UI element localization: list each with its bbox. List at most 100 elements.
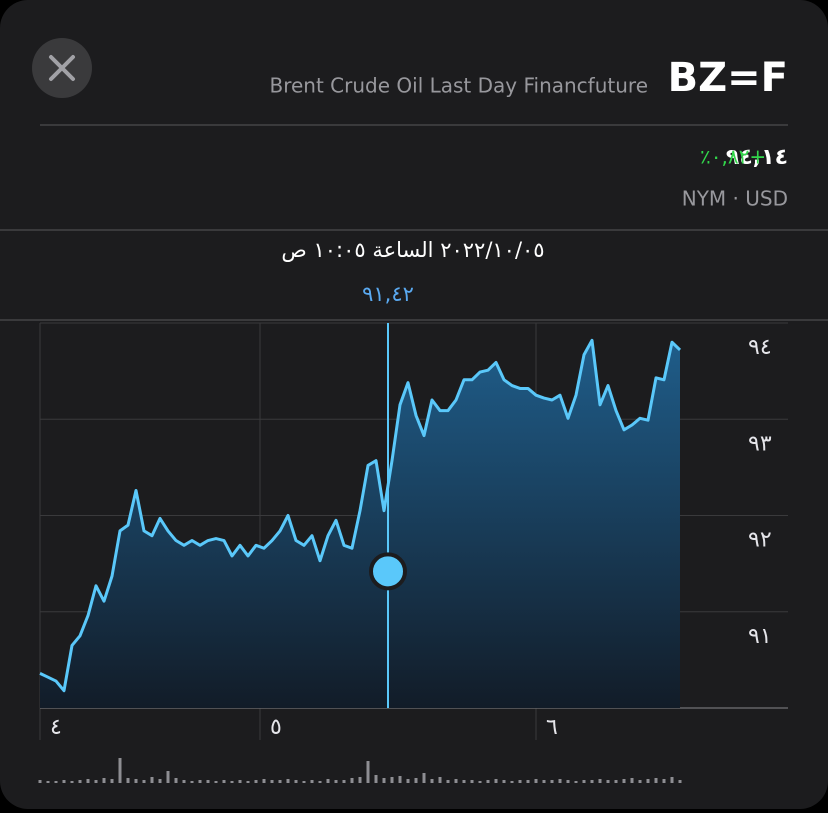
volume-bar [246,781,250,783]
symbol: BZ=F [668,55,788,101]
volume-bar [38,780,42,783]
volume-bar [534,779,538,783]
volume-bar [78,780,82,783]
volume-bar [582,780,586,783]
volume-bar [366,761,370,783]
volume-bar [166,771,170,783]
volume-bar [614,780,618,783]
volume-bar [70,781,74,783]
volume-bar [646,779,650,783]
x-tick-label: ٥ [270,715,282,740]
volume-bar [566,780,570,783]
selected-time: ٢٠٢٢/١٠/٠٥ الساعة ١٠:٠٥ ص [281,238,544,262]
volume-bar [222,780,226,783]
close-button[interactable] [32,38,92,98]
volume-bar [318,781,322,783]
volume-bar [142,780,146,783]
company-name: Brent Crude Oil Last Day Financfuture [269,74,648,98]
volume-bar [334,780,338,783]
volume-bar [94,780,98,783]
volume-bar [350,778,354,783]
volume-bar [230,781,234,783]
volume-bar [126,778,130,783]
volume-bar [462,780,466,783]
volume-bar [294,780,298,783]
volume-bar [654,778,658,783]
volume-bar [438,777,442,783]
volume-bar [494,779,498,783]
volume-bar [286,779,290,783]
volume-bar [518,780,522,783]
volume-bar [158,779,162,783]
volume-bar [86,779,90,783]
volume-bar [326,779,330,783]
volume-bar [558,779,562,783]
volume-bar [678,780,682,783]
price: ٩٤,١٤ [726,145,788,170]
volume-bar [630,778,634,783]
volume-bar [390,777,394,783]
x-tick-label: ٦ [546,715,558,740]
volume-bar [470,780,474,783]
volume-bar [262,779,266,783]
volume-bar [502,780,506,783]
volume-bar [590,780,594,783]
y-tick-label: ٩١ [748,624,772,649]
volume-bar [134,779,138,783]
volume-bar [382,778,386,783]
volume-bar [254,780,258,783]
volume-bar [302,781,306,783]
volume-bar [150,777,154,783]
exchange: NYM · USD [682,187,788,211]
volume-bar [398,776,402,783]
volume-bar [414,778,418,783]
volume-bar [598,779,602,783]
volume-bar [406,779,410,783]
price-line [39,338,682,693]
volume-bar [206,780,210,783]
volume-bar [62,780,66,783]
y-tick-label: ٩٢ [748,528,772,553]
volume-bar [526,780,530,783]
volume-bar [46,781,50,783]
volume-bar [278,780,282,783]
volume-bar [430,779,434,783]
volume-bar [174,778,178,783]
volume-bar [478,781,482,783]
volume-bar [422,773,426,783]
cursor-point [369,552,407,591]
volume-bar [54,781,58,783]
volume-bar [574,781,578,783]
volume-bar [342,780,346,783]
volume-bar [238,780,242,783]
volume-bar [670,777,674,783]
volume-bar [446,780,450,783]
y-tick-label: ٩٣ [748,431,772,456]
volume-bar [606,780,610,783]
volume-bar [486,780,490,783]
volume-bar [118,758,122,783]
volume-bar [190,781,194,783]
volume-bar [198,780,202,783]
volume-bar [542,780,546,783]
volume-bar [374,775,378,783]
volume-bar [454,779,458,783]
volume-bar [310,780,314,783]
volume-bar [662,779,666,783]
volume-bar [270,780,274,783]
volume-bar [510,781,514,783]
volume-bar [214,781,218,783]
change: +٠,٨٢٪ [700,145,766,169]
volume-bar [550,780,554,783]
selected-value: ٩١,٤٢ [362,282,414,306]
x-tick-label: ٤ [50,715,62,740]
volume-bar [182,780,186,783]
volume-bar [622,779,626,783]
volume-bar [358,777,362,783]
y-tick-label: ٩٤ [748,335,772,360]
volume-bar [638,780,642,783]
volume-bar [102,778,106,783]
area-fill [40,340,680,708]
volume-bar [110,779,114,783]
